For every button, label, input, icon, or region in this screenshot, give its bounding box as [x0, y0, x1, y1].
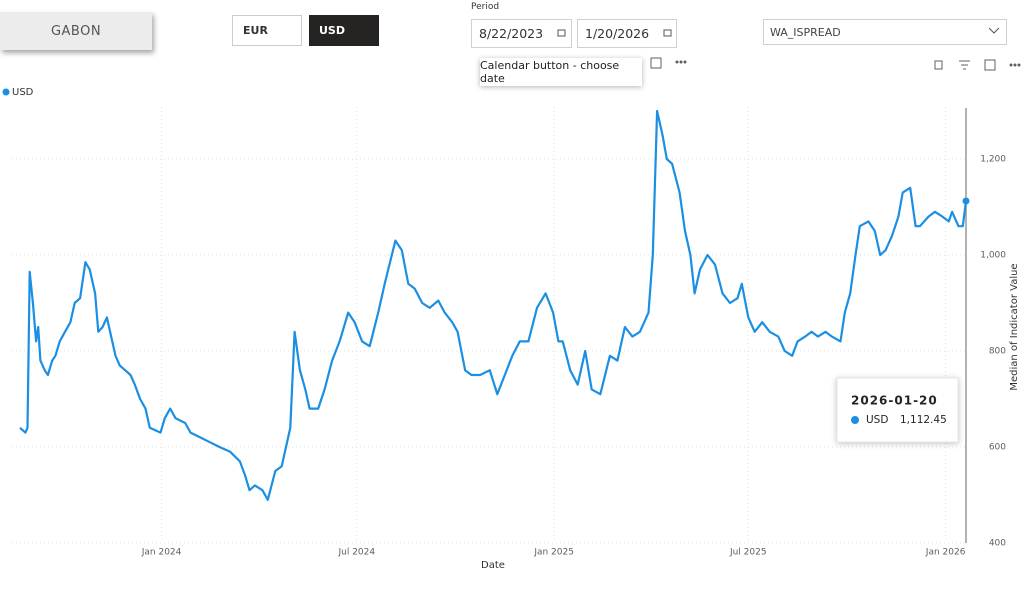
indicator-value: WA_ISPREAD — [770, 25, 841, 39]
x-tick-label: Jul 2024 — [337, 548, 375, 558]
more-icon[interactable] — [675, 60, 679, 64]
tooltip-marker — [851, 416, 859, 424]
x-tick-label: Jan 2024 — [141, 548, 182, 558]
x-axis-title: Date — [481, 560, 505, 571]
tooltip-value: 1,112.45 — [900, 414, 947, 426]
tooltip-series: USD — [866, 414, 888, 426]
y-axis-title: Median of Indicator Value — [1009, 263, 1020, 390]
tooltip-title: 2026-01-20 — [851, 394, 938, 408]
y-tick-label: 1,000 — [980, 251, 1006, 261]
currency-toggle[interactable]: EUR — [232, 15, 302, 46]
indicator-dropdown[interactable]: WA_ISPREAD — [763, 19, 1007, 45]
line-series — [19, 109, 968, 501]
country-button[interactable]: GABON — [0, 12, 152, 50]
y-tick-label: 400 — [989, 539, 1006, 549]
end-date: 1/20/2026 — [585, 26, 650, 41]
y-tick-label: 600 — [989, 443, 1006, 453]
visual-header-icons — [650, 57, 1021, 71]
calendar-button[interactable] — [663, 28, 673, 38]
date-tooltip: Calendar button - choose date — [480, 58, 642, 86]
y-tick-label: 1,200 — [980, 155, 1006, 165]
legend-label: USD — [12, 87, 34, 98]
more-icon[interactable] — [1009, 63, 1013, 67]
hover-point — [962, 197, 970, 205]
calendar-icon — [663, 29, 672, 37]
more-icon-dot — [1017, 63, 1021, 67]
legend-marker — [2, 88, 10, 96]
y-tick-label: 800 — [989, 347, 1006, 357]
currency-toggle-selected[interactable]: USD — [309, 15, 379, 46]
start-date: 8/22/2023 — [479, 26, 544, 41]
more-icon-dot — [679, 60, 683, 64]
period-label: Period — [471, 2, 500, 12]
calendar-icon — [557, 29, 566, 37]
copy-icon[interactable] — [934, 60, 943, 70]
more-icon-dot — [683, 60, 687, 64]
tooltip-box — [836, 377, 959, 443]
focus-icon[interactable] — [650, 57, 662, 69]
x-tick-label: Jan 2026 — [925, 548, 966, 558]
dropdown-chevron — [988, 27, 1000, 34]
end-date-input[interactable]: 1/20/2026 — [577, 19, 677, 48]
start-date-input[interactable]: 8/22/2023 — [471, 19, 572, 48]
focus-icon[interactable] — [984, 59, 996, 71]
calendar-button[interactable] — [557, 28, 567, 38]
more-icon-dot — [1013, 63, 1017, 67]
hover-tooltip: 2026-01-20 USD 1,112.45 — [836, 377, 959, 443]
x-tick-label: Jan 2025 — [533, 548, 574, 558]
chevron — [988, 27, 1000, 34]
x-tick-label: Jul 2025 — [729, 548, 767, 558]
